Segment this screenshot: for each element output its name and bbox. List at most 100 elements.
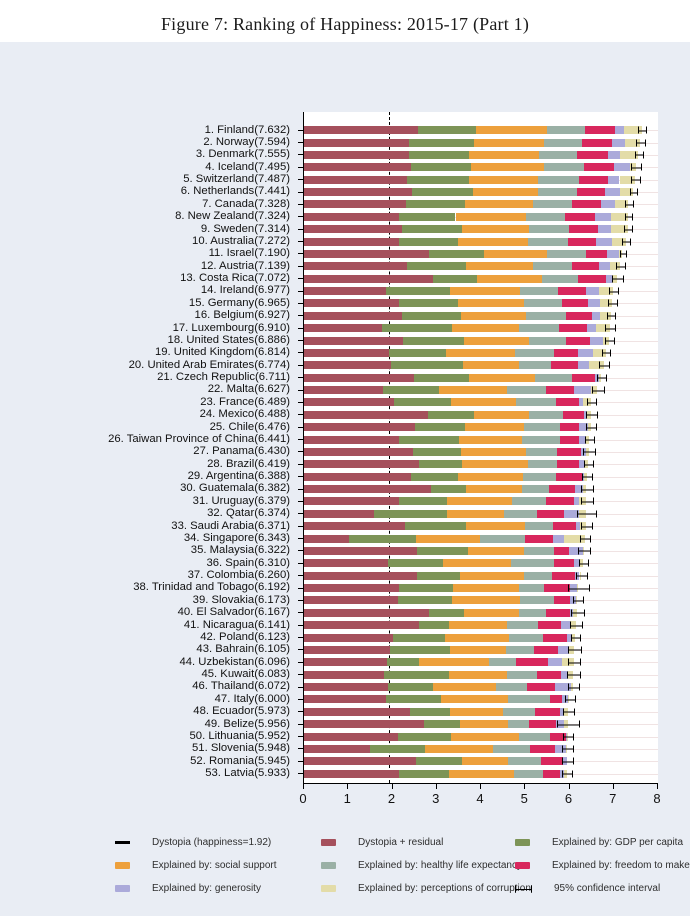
bar-segment-residual xyxy=(304,163,412,172)
bar-segment-gdp xyxy=(409,138,474,147)
bar-segment-health xyxy=(542,274,579,283)
country-label: 12. Austria(7.139) xyxy=(200,259,290,272)
bar-segment-residual xyxy=(304,707,410,716)
bar-segment-residual xyxy=(304,596,399,605)
bar-track xyxy=(304,273,658,285)
bar-segment-social xyxy=(463,608,519,617)
bar-segment-freedom xyxy=(554,348,578,357)
bar-segment-social xyxy=(449,670,507,679)
bar-segment-freedom xyxy=(545,386,575,395)
bar-segment-corruption xyxy=(610,225,628,234)
y-axis-tick xyxy=(298,253,303,255)
x-axis-tick xyxy=(391,783,393,789)
country-label: 46. Thailand(6.072) xyxy=(192,680,290,693)
bar-track xyxy=(304,520,658,532)
bar-track xyxy=(304,359,658,371)
bar-segment-social xyxy=(439,386,507,395)
bar-segment-freedom xyxy=(565,336,590,345)
country-label: 44. Uzbekistan(6.096) xyxy=(179,655,290,668)
confidence-interval xyxy=(619,250,627,258)
bar-segment-social xyxy=(449,707,504,716)
bar-track xyxy=(304,495,658,507)
y-axis-tick xyxy=(298,426,303,428)
bar-segment-health xyxy=(532,200,573,209)
y-axis-tick xyxy=(298,612,303,614)
country-row: 19. United Kingdom(6.814) xyxy=(0,346,690,359)
bar-segment-social xyxy=(458,435,523,444)
bar-segment-corruption xyxy=(615,200,629,209)
confidence-interval xyxy=(569,621,584,629)
bar-segment-generosity xyxy=(559,707,565,716)
country-row: 44. Uzbekistan(6.096) xyxy=(0,656,690,668)
bar-track xyxy=(304,421,658,433)
bar-segment-generosity xyxy=(594,212,611,221)
dystopia-reference-line xyxy=(388,112,390,783)
bar-segment-freedom xyxy=(546,497,574,506)
bar-segment-health xyxy=(506,670,537,679)
bar-segment-social xyxy=(462,757,509,766)
y-axis-tick xyxy=(298,302,303,304)
bar-segment-freedom xyxy=(572,200,602,209)
country-label: 16. Belgium(6.927) xyxy=(194,309,290,322)
legend-swatch-generosity xyxy=(115,885,130,892)
confidence-interval xyxy=(624,225,634,233)
y-axis-tick xyxy=(298,228,303,230)
y-axis-tick xyxy=(298,488,303,490)
bar-segment-corruption xyxy=(564,534,585,543)
y-axis-tick xyxy=(298,748,303,750)
x-tick-label: 2 xyxy=(387,791,396,806)
x-axis-tick xyxy=(480,783,481,789)
y-axis-tick xyxy=(298,661,303,663)
confidence-interval xyxy=(638,126,648,134)
bar-segment-residual xyxy=(304,497,399,506)
bar-segment-gdp xyxy=(398,769,450,778)
bar-segment-generosity xyxy=(578,435,586,444)
bar-segment-social xyxy=(465,485,522,494)
bar-segment-freedom xyxy=(583,163,614,172)
bar-segment-generosity xyxy=(547,658,563,667)
bar-segment-social xyxy=(470,163,544,172)
country-label: 40. El Salvador(6.167) xyxy=(177,606,290,619)
bar-track xyxy=(304,198,658,210)
bar-segment-freedom xyxy=(565,311,592,320)
country-label: 17. Luxembourg(6.910) xyxy=(172,321,290,334)
country-row: 20. United Arab Emirates(6.774) xyxy=(0,359,690,371)
bar-segment-health xyxy=(537,175,579,184)
bar-segment-health xyxy=(535,373,572,382)
bar-segment-social xyxy=(459,720,509,729)
bar-segment-health xyxy=(495,683,528,692)
bar-segment-health xyxy=(518,608,547,617)
confidence-interval xyxy=(601,349,612,357)
confidence-interval xyxy=(572,596,584,604)
bar-track xyxy=(304,260,658,272)
bar-segment-generosity xyxy=(575,485,584,494)
x-tick-label: 7 xyxy=(609,791,617,806)
legend-label: Explained by: social support xyxy=(152,860,277,871)
bar-segment-health xyxy=(503,707,535,716)
y-axis-tick xyxy=(298,191,303,193)
bar-segment-social xyxy=(449,621,507,630)
bar-segment-generosity xyxy=(596,237,613,246)
x-axis-tick xyxy=(657,783,658,789)
y-axis-tick xyxy=(298,513,303,515)
legend: Dystopia (happiness=1.92) Dystopia + resi… xyxy=(115,831,690,900)
bar-segment-freedom xyxy=(543,633,568,642)
bar-segment-social xyxy=(477,274,542,283)
country-label: 43. Bahrain(6.105) xyxy=(196,643,290,656)
confidence-interval xyxy=(608,299,619,307)
bar-segment-freedom xyxy=(550,732,566,741)
bar-segment-health xyxy=(488,658,516,667)
confidence-interval xyxy=(568,658,582,666)
bar-segment-residual xyxy=(304,423,416,432)
bar-segment-gdp xyxy=(417,571,460,580)
confidence-interval xyxy=(571,609,585,617)
bar-segment-gdp xyxy=(432,274,478,283)
bar-segment-social xyxy=(455,212,527,221)
bar-segment-residual xyxy=(304,126,419,135)
bar-segment-social xyxy=(444,633,509,642)
y-axis-tick xyxy=(298,760,303,762)
bar-segment-gdp xyxy=(410,472,459,481)
bar-track xyxy=(304,619,658,631)
y-axis-tick xyxy=(298,340,303,342)
country-row: 18. United States(6.886) xyxy=(0,334,690,346)
